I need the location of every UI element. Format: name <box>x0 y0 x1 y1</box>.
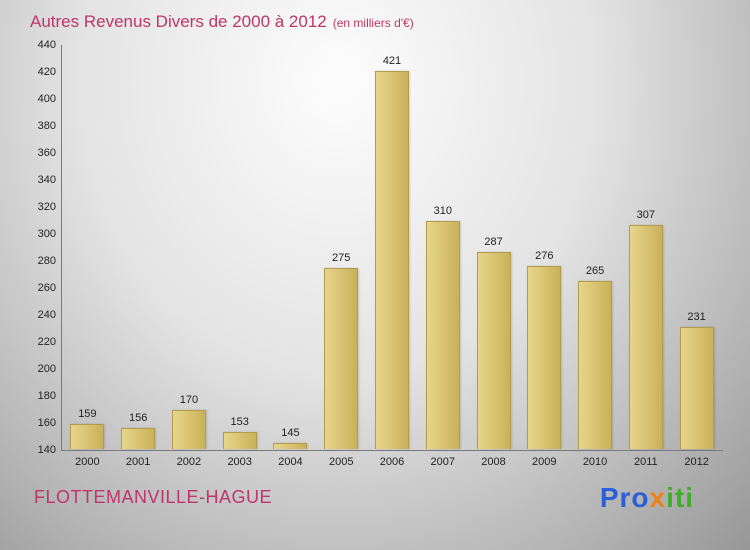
y-tick-label: 280 <box>37 255 56 267</box>
x-tick-label: 2008 <box>481 456 506 468</box>
x-tick-label: 2007 <box>430 456 455 468</box>
y-tick-label: 160 <box>37 417 56 429</box>
bar-value-label: 156 <box>128 412 148 425</box>
y-tick-label: 220 <box>37 336 56 348</box>
y-tick-label: 420 <box>37 66 56 78</box>
logo-letter: o <box>631 482 650 513</box>
bar-2004 <box>273 443 308 449</box>
chart-subtitle: (en milliers d'€) <box>332 16 414 30</box>
x-axis-line <box>61 450 723 451</box>
location-label: FLOTTEMANVILLE-HAGUE <box>34 487 273 507</box>
bar-value-label: 276 <box>535 250 554 263</box>
logo-letter: x <box>649 482 667 513</box>
y-axis-line <box>61 45 62 451</box>
bar-value-label: 159 <box>78 408 97 421</box>
bar-value-label: 287 <box>484 235 503 248</box>
x-tick-label: 2009 <box>532 456 557 468</box>
bar-value-label: 307 <box>636 208 656 221</box>
bar-2011 <box>628 224 663 449</box>
bar-value-label: 421 <box>382 54 402 67</box>
bar-value-label: 265 <box>585 265 605 278</box>
y-tick-label: 320 <box>37 201 56 213</box>
bar-2003 <box>222 432 257 449</box>
y-tick-label: 140 <box>37 444 56 456</box>
x-tick-label: 2003 <box>227 456 252 468</box>
logo-letter: P <box>599 482 620 513</box>
x-tick-label: 2001 <box>125 456 151 468</box>
y-tick-label: 260 <box>37 282 56 294</box>
y-tick-label: 240 <box>37 309 56 321</box>
bar-2000 <box>70 424 105 449</box>
y-tick-label: 180 <box>37 390 56 402</box>
bar-2009 <box>527 266 562 449</box>
x-tick-label: 2012 <box>684 456 709 468</box>
x-tick-label: 2011 <box>634 456 658 468</box>
bar-2005 <box>324 267 359 449</box>
y-tick-label: 360 <box>37 147 56 159</box>
y-tick-label: 340 <box>37 174 56 186</box>
y-tick-label: 200 <box>37 363 56 375</box>
bar-value-label: 310 <box>433 204 452 217</box>
bar-value-label: 170 <box>179 393 199 406</box>
x-tick-label: 2002 <box>176 456 202 468</box>
proxiti-logo: Proxiti <box>600 482 694 514</box>
x-tick-label: 2004 <box>278 456 303 468</box>
bar-2002 <box>171 409 206 449</box>
x-tick-label: 2005 <box>328 456 354 468</box>
bar-2008 <box>476 251 511 449</box>
logo-letter: r <box>619 482 632 513</box>
x-tick-label: 2006 <box>379 456 405 468</box>
bar-2001 <box>121 428 156 449</box>
y-tick-label: 440 <box>37 39 56 51</box>
logo-letter: i <box>685 482 694 513</box>
logo-letter: t <box>674 482 686 513</box>
bar-value-label: 145 <box>281 427 300 440</box>
y-tick-label: 300 <box>37 228 56 240</box>
chart-title: Autres Revenus Divers de 2000 à 2012 <box>30 12 327 31</box>
y-tick-label: 400 <box>37 93 56 105</box>
logo-letter: i <box>666 482 675 513</box>
bar-value-label: 231 <box>687 311 706 324</box>
bar-2006 <box>375 70 409 449</box>
bar-value-label: 275 <box>332 251 351 264</box>
bar-2007 <box>425 220 460 449</box>
x-tick-label: 2000 <box>75 456 100 468</box>
y-tick-label: 380 <box>37 120 56 132</box>
bar-value-label: 153 <box>230 416 249 429</box>
bar-2010 <box>578 281 613 449</box>
x-tick-label: 2010 <box>582 456 608 468</box>
chart-header: Autres Revenus Divers de 2000 à 2012 (en … <box>30 12 414 32</box>
bar-2012 <box>679 327 714 449</box>
